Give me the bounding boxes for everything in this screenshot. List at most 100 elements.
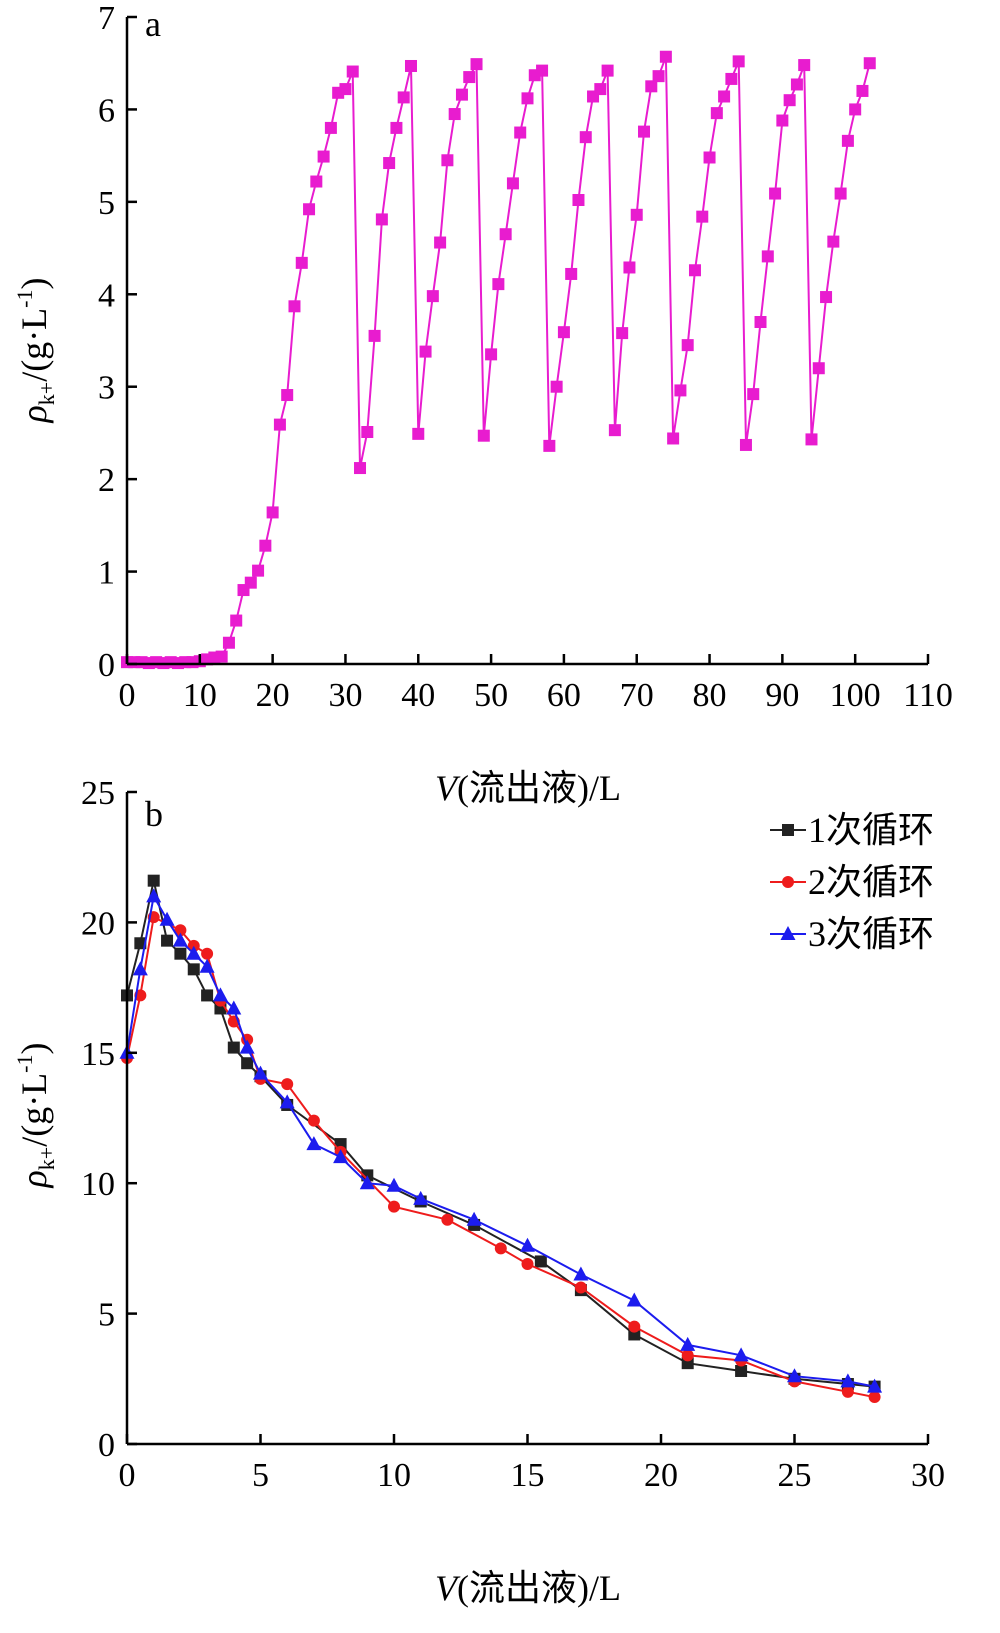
data-point	[626, 1292, 642, 1307]
legend-label: 1次循环	[808, 810, 934, 850]
panel-b-legend: 1次循环 2次循环 3次循环	[770, 810, 934, 954]
data-point	[805, 433, 818, 446]
y-tick-label: 20	[81, 905, 115, 942]
data-point	[856, 84, 869, 97]
series-line	[127, 56, 871, 665]
x-tick-label: 50	[474, 677, 508, 714]
data-point	[645, 80, 658, 93]
panel-b-x-axis-rest: (流出液)/L	[457, 1568, 621, 1608]
data-point	[769, 187, 782, 200]
data-point	[386, 1177, 402, 1192]
data-point	[201, 989, 214, 1002]
y-tick-label: 1	[98, 555, 115, 592]
data-point	[310, 175, 323, 188]
data-point	[226, 1000, 242, 1015]
legend-label: 2次循环	[808, 862, 934, 902]
data-point	[463, 71, 476, 84]
data-point	[174, 924, 187, 937]
legend-item: 2次循环	[770, 862, 934, 902]
data-point	[288, 300, 301, 313]
x-tick-label: 15	[511, 1457, 545, 1494]
data-point	[390, 121, 403, 134]
x-tick-label: 80	[693, 677, 727, 714]
data-point	[434, 236, 447, 249]
data-point	[279, 1094, 295, 1109]
data-point	[703, 151, 716, 164]
panel-a-letter: a	[145, 4, 161, 44]
data-point	[253, 1065, 268, 1080]
data-point	[574, 1281, 587, 1294]
series-1	[121, 50, 876, 670]
data-point	[594, 83, 607, 96]
legend-item: 1次循环	[770, 810, 934, 850]
panel-b-ticks: 0 5 10 15 20 25 30 0 5 10 15 20 25	[81, 775, 945, 1494]
data-point	[616, 327, 629, 340]
panel-b-x-axis-title: V(流出液)/L	[435, 1568, 621, 1608]
data-point	[215, 650, 228, 663]
series-2	[121, 911, 881, 1404]
data-point	[776, 114, 789, 127]
x-tick-label: 60	[547, 677, 581, 714]
data-point	[383, 157, 396, 170]
data-point	[630, 208, 643, 221]
data-point	[404, 59, 417, 72]
data-point	[572, 194, 585, 207]
data-point	[317, 150, 330, 163]
panel-a-y-axis-close: )	[14, 278, 54, 290]
data-point	[273, 418, 286, 431]
data-point	[735, 1364, 748, 1377]
x-tick-label: 0	[119, 1457, 136, 1494]
data-point	[354, 462, 367, 475]
y-tick-label: 0	[98, 647, 115, 684]
data-point	[397, 91, 410, 104]
data-point	[324, 121, 337, 134]
x-tick-label: 20	[256, 677, 290, 714]
x-tick-label: 100	[830, 677, 881, 714]
data-point	[841, 1385, 854, 1398]
data-point	[688, 264, 701, 277]
data-point	[375, 213, 388, 226]
data-point	[187, 963, 200, 976]
data-point	[448, 108, 461, 121]
y-tick-label: 5	[98, 185, 115, 222]
y-tick-label: 7	[98, 0, 115, 37]
legend-item: 3次循环	[770, 914, 934, 954]
x-tick-label: 10	[183, 677, 217, 714]
data-point	[132, 961, 148, 976]
data-point	[146, 888, 162, 903]
data-point	[787, 1368, 802, 1383]
data-point	[747, 388, 760, 401]
x-tick-label: 20	[644, 1457, 678, 1494]
y-tick-label: 15	[81, 1036, 115, 1073]
data-point	[725, 72, 738, 85]
data-point	[230, 614, 243, 627]
data-point	[295, 256, 308, 269]
data-point	[543, 439, 556, 452]
data-point	[281, 1078, 294, 1091]
panel-b-y-axis-title: ρk+/(g·L-1)	[12, 1043, 59, 1189]
legend-label: 3次循环	[808, 914, 934, 954]
y-tick-label: 3	[98, 370, 115, 407]
data-point	[241, 1057, 254, 1070]
data-point	[134, 937, 147, 950]
data-point	[827, 235, 840, 248]
panel-b-marks	[119, 874, 883, 1404]
data-point	[601, 64, 614, 77]
data-point	[565, 267, 578, 280]
data-point	[667, 432, 680, 445]
data-point	[863, 57, 876, 70]
data-point	[790, 78, 803, 91]
panel-b-y-axis-sup: -1	[12, 1055, 37, 1073]
series-3	[119, 888, 883, 1393]
data-point	[212, 987, 228, 1002]
data-point	[733, 1347, 749, 1362]
x-tick-label: 10	[377, 1457, 411, 1494]
data-point	[696, 210, 709, 223]
x-tick-label: 90	[765, 677, 799, 714]
data-point	[652, 70, 665, 83]
data-point	[412, 427, 425, 440]
data-point	[388, 1200, 400, 1213]
data-point	[681, 1349, 694, 1362]
panel-b-x-axis-var: V	[435, 1568, 461, 1608]
